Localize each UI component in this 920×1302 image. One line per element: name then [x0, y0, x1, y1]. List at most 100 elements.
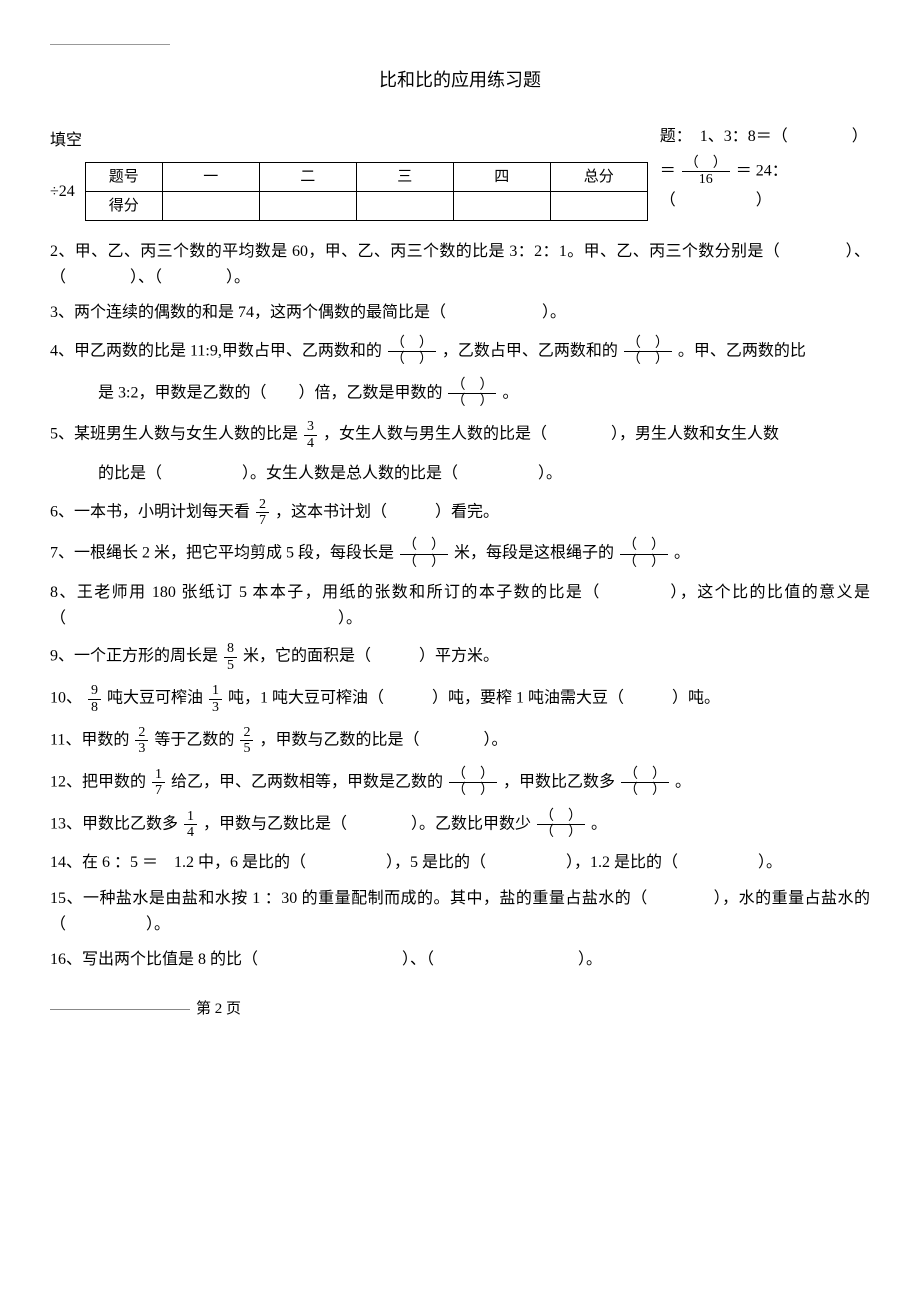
- frac-num: 2: [256, 497, 269, 513]
- frac-num: （ ）: [624, 336, 672, 352]
- q5-line1: 5、某班男生人数与女生人数的比是 3 4 ，女生人数与男生人数的比是（ ），男生…: [50, 419, 870, 451]
- q10-post: 吨，1 吨大豆可榨油（ ）吨，要榨 1 吨油需大豆（ ）吨。: [228, 690, 720, 707]
- q10-pre: 10、: [50, 690, 82, 707]
- q16: 16、写出两个比值是 8 的比（ ）、（ ）。: [50, 947, 870, 973]
- q12: 12、把甲数的 1 7 给乙，甲、乙两数相等，甲数是乙数的 （ ） （ ） ，甲…: [50, 767, 870, 799]
- q15: 15、一种盐水是由盐和水按 1 ：30 的重量配制而成的。其中，盐的重量占盐水的…: [50, 886, 870, 937]
- q2: 2、甲、乙、丙三个数的平均数是 60，甲、乙、丙三个数的比是 3：2：1。甲、乙…: [50, 239, 870, 290]
- blank-fraction: （ ） （ ）: [388, 336, 436, 368]
- blank-fraction: （ ） （ ）: [400, 538, 448, 570]
- q12-pre: 12、把甲数的: [50, 773, 146, 790]
- frac-den: 7: [256, 513, 269, 528]
- footer-page: 第 2 页: [196, 1001, 241, 1017]
- q13-pre: 13、甲数比乙数多: [50, 815, 178, 832]
- frac-den: （ ）: [621, 783, 669, 798]
- th-label: 题号: [85, 162, 162, 191]
- frac-den: 8: [88, 700, 101, 715]
- q13: 13、甲数比乙数多 1 4 ，甲数与乙数比是（ ）。乙数比甲数少 （ ） （ ）…: [50, 809, 870, 841]
- q14: 14、在 6 ：5 ＝ 1.2 中，6 是比的（ ），5 是比的（ ），1.2 …: [50, 850, 870, 876]
- q4-line1: 4、甲乙两数的比是 11:9,甲数占甲、乙两数和的 （ ） （ ） ，乙数占甲、…: [50, 336, 870, 368]
- th-2: 二: [259, 162, 356, 191]
- q9-fraction: 8 5: [224, 641, 237, 673]
- table-row: 得分: [85, 191, 647, 220]
- q13-mid: ，甲数与乙数比是（ ）。乙数比甲数少: [203, 815, 531, 832]
- q6-post: ，这本书计划（ ）看完。: [275, 503, 499, 520]
- q5-fraction: 3 4: [304, 419, 317, 451]
- row-label: 得分: [85, 191, 162, 220]
- frac-num: （ ）: [388, 336, 436, 352]
- frac-den: 4: [184, 825, 197, 840]
- footer-line: [50, 1009, 190, 1010]
- q7-pre: 7、一根绳长 2 米，把它平均剪成 5 段，每段长是: [50, 545, 394, 562]
- score-table: 题号 一 二 三 四 总分 得分: [85, 162, 648, 221]
- frac-num: 1: [184, 809, 197, 825]
- frac-num: （ ）: [682, 156, 730, 172]
- q9: 9、一个正方形的周长是 8 5 米，它的面积是（ ）平方米。: [50, 641, 870, 673]
- q7-mid: 米，每段是这根绳子的: [454, 545, 614, 562]
- section-label: 填空: [50, 128, 648, 154]
- q1-fraction: （ ） 16: [682, 156, 730, 188]
- blank-fraction: （ ） （ ）: [621, 767, 669, 799]
- blank-fraction: （ ） （ ）: [449, 767, 497, 799]
- frac-den: （ ）: [448, 394, 496, 409]
- frac-den: （ ）: [400, 555, 448, 570]
- q5a-post: ，女生人数与男生人数的比是（ ），男生人数和女生人数: [323, 426, 779, 443]
- q3: 3、两个连续的偶数的和是 74，这两个偶数的最简比是（ ）。: [50, 300, 870, 326]
- footer: 第 2 页: [50, 997, 870, 1021]
- q11: 11、甲数的 2 3 等于乙数的 2 5 ，甲数与乙数的比是（ ）。: [50, 725, 870, 757]
- q4a-mid: ，乙数占甲、乙两数和的: [442, 342, 618, 359]
- frac-num: （ ）: [449, 767, 497, 783]
- frac-num: （ ）: [400, 538, 448, 554]
- q1-row: 填空 ÷24 题号 一 二 三 四 总分 得分: [50, 124, 870, 229]
- q7: 7、一根绳长 2 米，把它平均剪成 5 段，每段长是 （ ） （ ） 米，每段是…: [50, 538, 870, 570]
- q12-frac1: 1 7: [152, 767, 165, 799]
- q11-mid: 等于乙数的: [154, 732, 234, 749]
- blank-fraction: （ ） （ ）: [537, 809, 585, 841]
- q10-mid1: 吨大豆可榨油: [107, 690, 203, 707]
- blank-fraction: （ ） （ ）: [448, 378, 496, 410]
- q9-post: 米，它的面积是（ ）平方米。: [243, 648, 499, 665]
- frac-num: （ ）: [537, 809, 585, 825]
- frac-den: 16: [682, 172, 730, 187]
- q4a-pre: 4、甲乙两数的比是 11:9,甲数占甲、乙两数和的: [50, 342, 382, 359]
- q5-line2: 的比是（ ）。女生人数是总人数的比是（ ）。: [50, 461, 870, 487]
- frac-den: （ ）: [388, 352, 436, 367]
- blank-fraction: （ ） （ ）: [620, 538, 668, 570]
- th-total: 总分: [550, 162, 647, 191]
- q4a-post: 。甲、乙两数的比: [678, 342, 806, 359]
- page-title: 比和比的应用练习题: [50, 66, 870, 95]
- q11-post: ，甲数与乙数的比是（ ）。: [259, 732, 507, 749]
- q4-line2: 是 3:2，甲数是乙数的（ ）倍，乙数是甲数的 （ ） （ ） 。: [50, 378, 870, 410]
- q10-frac1: 9 8: [88, 683, 101, 715]
- frac-num: 1: [209, 683, 222, 699]
- q6: 6、一本书，小明计划每天看 2 7 ，这本书计划（ ）看完。: [50, 497, 870, 529]
- frac-den: 5: [240, 741, 253, 756]
- q9-pre: 9、一个正方形的周长是: [50, 648, 218, 665]
- q1-text-a: 题： 1、3：8＝（ ）: [660, 124, 870, 150]
- frac-num: 2: [135, 725, 148, 741]
- frac-den: （ ）: [537, 825, 585, 840]
- th-3: 三: [356, 162, 453, 191]
- frac-num: 9: [88, 683, 101, 699]
- q12-post: 。: [675, 773, 691, 790]
- frac-num: 8: [224, 641, 237, 657]
- frac-num: 1: [152, 767, 165, 783]
- frac-den: （ ）: [624, 352, 672, 367]
- q12-mid2: ，甲数比乙数多: [503, 773, 615, 790]
- frac-num: （ ）: [621, 767, 669, 783]
- q13-post: 。: [591, 815, 607, 832]
- table-row: 题号 一 二 三 四 总分: [85, 162, 647, 191]
- cell-blank: [550, 191, 647, 220]
- q8: 8、王老师用 180 张纸订 5 本本子，用纸的张数和所订的本子数的比是（ ），…: [50, 580, 870, 631]
- blank-fraction: （ ） （ ）: [624, 336, 672, 368]
- cell-blank: [356, 191, 453, 220]
- q11-frac2: 2 5: [240, 725, 253, 757]
- q4b-pre: 是 3:2，甲数是乙数的（ ）倍，乙数是甲数的: [98, 384, 442, 401]
- q1-line2: ＝ （ ） 16 ＝ 24：（ ）: [660, 156, 870, 213]
- q11-frac1: 2 3: [135, 725, 148, 757]
- q7-post: 。: [674, 545, 690, 562]
- frac-den: 7: [152, 783, 165, 798]
- cell-blank: [259, 191, 356, 220]
- frac-den: （ ）: [620, 555, 668, 570]
- cell-blank: [162, 191, 259, 220]
